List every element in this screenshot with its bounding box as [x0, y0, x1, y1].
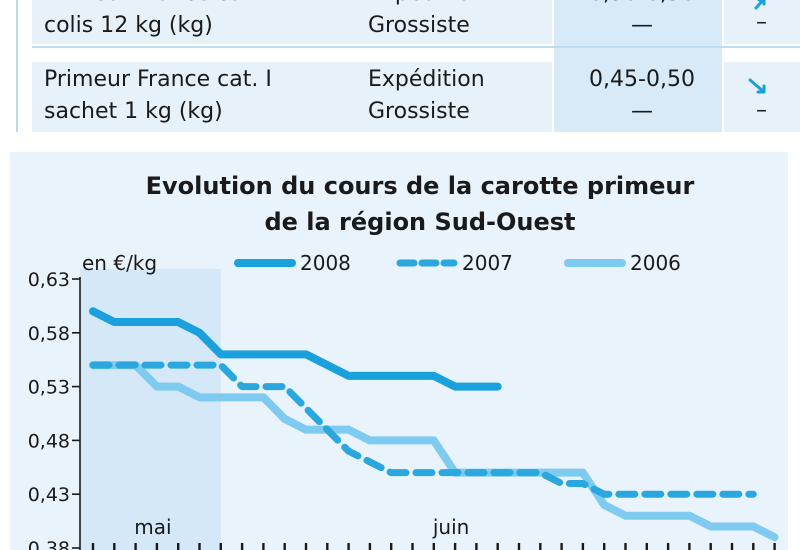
product-name: Primeur France cat. I [44, 0, 272, 10]
table-left-border [16, 0, 18, 132]
month-labels: mai juin [134, 515, 469, 539]
series-line-2008 [89, 307, 502, 391]
price-cell: 0,50-0,56 — [580, 0, 704, 42]
product-name: Primeur France cat. I [44, 67, 272, 92]
stage-cell: Expédition Grossiste [368, 64, 485, 128]
series-line-2007 [89, 361, 757, 498]
trend-cell-background [724, 0, 800, 44]
legend-label-2007: 2007 [462, 251, 513, 275]
trend-value: – [756, 98, 767, 123]
stage-label: Grossiste [368, 99, 470, 124]
x-axis-ticks [91, 543, 776, 550]
product-name: colis 12 kg (kg) [44, 13, 213, 38]
table-row-background [32, 62, 552, 132]
price-value: 0,45-0,50 [589, 67, 695, 92]
series-line-2006 [89, 361, 779, 542]
table-row-background [32, 0, 552, 44]
y-tick-label: 0,58 [28, 323, 70, 345]
chart-title: Evolution du cours de la carotte primeur [145, 172, 695, 200]
legend: 2008 2007 2006 [234, 251, 681, 275]
stage-label: Expédition [368, 0, 485, 10]
table-row: Primeur France cat. I sachet 1 kg (kg) [44, 64, 272, 128]
chart-subtitle: de la région Sud-Ouest [264, 208, 576, 236]
legend-label-2008: 2008 [300, 251, 351, 275]
y-tick-label: 0,48 [28, 430, 70, 452]
stage-label: Expédition [368, 67, 485, 92]
trend-down-arrow-icon [748, 78, 766, 94]
y-tick-label: 0,53 [28, 377, 70, 399]
y-tick-label: 0,63 [28, 269, 70, 291]
table-row: Primeur France cat. I colis 12 kg (kg) [44, 0, 272, 42]
stage-label: Grossiste [368, 13, 470, 38]
series-layer [89, 307, 779, 542]
row-divider [32, 46, 800, 48]
legend-label-2006: 2006 [630, 251, 681, 275]
product-name: sachet 1 kg (kg) [44, 99, 223, 124]
y-axis-label: en €/kg [82, 251, 157, 275]
stage-cell: Expédition Grossiste [368, 0, 485, 42]
price-column-background [554, 0, 722, 132]
price-cell: 0,45-0,50 — [580, 64, 704, 128]
price-value: — [631, 13, 653, 38]
price-value: 0,50-0,56 [580, 0, 704, 10]
month-label: juin [432, 515, 469, 539]
y-tick-label: 0,43 [28, 484, 70, 506]
price-table: Primeur France cat. I colis 12 kg (kg) E… [8, 0, 800, 138]
price-value: — [631, 99, 653, 124]
trend-cell-background [724, 62, 800, 132]
y-tick-label: 0,38 [28, 538, 70, 550]
month-label: mai [134, 515, 171, 539]
trend-value: – [756, 10, 767, 35]
y-axis-ticks: 0,63 0,58 0,53 0,48 0,43 0,38 [28, 269, 80, 550]
trend-up-arrow-icon [754, 0, 766, 10]
